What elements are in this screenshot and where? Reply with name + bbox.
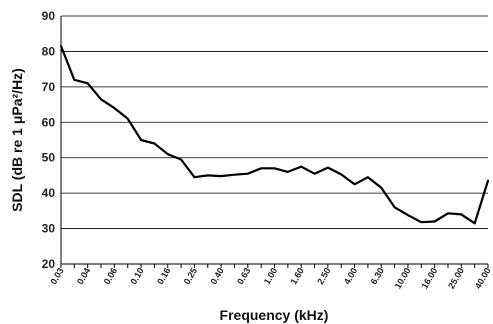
x-tick-label: 6.30 bbox=[369, 266, 386, 286]
x-tick-label: 0.04 bbox=[75, 266, 92, 286]
x-tick-label: 0.10 bbox=[128, 266, 145, 286]
y-tick-label: 20 bbox=[42, 257, 56, 271]
y-tick-label: 40 bbox=[42, 186, 56, 200]
y-tick-label: 30 bbox=[42, 222, 56, 236]
x-tick-label: 1.60 bbox=[288, 266, 305, 286]
y-tick-label: 70 bbox=[42, 80, 56, 94]
x-tick-label: 40.00 bbox=[473, 266, 493, 291]
series-line-0 bbox=[59, 44, 490, 225]
series-lines bbox=[59, 44, 490, 225]
x-tick-label: 25.00 bbox=[446, 266, 466, 291]
x-tick-label: 0.25 bbox=[182, 266, 199, 286]
x-tick-label: 0.40 bbox=[208, 266, 225, 286]
y-tick-label: 90 bbox=[42, 9, 56, 23]
x-tick-label: 2.50 bbox=[315, 266, 332, 286]
y-tick-labels: 20 30 40 50 60 70 80 90 bbox=[42, 9, 56, 271]
x-tick-label: 10.00 bbox=[393, 266, 413, 291]
x-tick-label: 1.00 bbox=[262, 266, 279, 286]
x-tick-labels: 0.03 0.04 0.06 0.10 0.16 0.25 0.40 0.63 1.00 1.60… bbox=[48, 266, 492, 291]
x-tick-label: 16.00 bbox=[419, 266, 439, 291]
y-tick-label: 50 bbox=[42, 151, 56, 165]
x-tick-label: 0.06 bbox=[102, 266, 119, 286]
y-axis-label: SDL (dB re 1 μPa²/Hz) bbox=[9, 68, 25, 212]
y-tick-label: 80 bbox=[42, 44, 56, 58]
y-tick-label: 60 bbox=[42, 115, 56, 129]
axes bbox=[60, 16, 489, 268]
x-axis-label: Frequency (kHz) bbox=[220, 307, 329, 323]
x-tick-label: 4.00 bbox=[342, 266, 359, 286]
gridlines bbox=[61, 15, 488, 265]
x-tick-label: 0.16 bbox=[155, 266, 172, 286]
x-tick-label: 0.63 bbox=[235, 266, 252, 286]
